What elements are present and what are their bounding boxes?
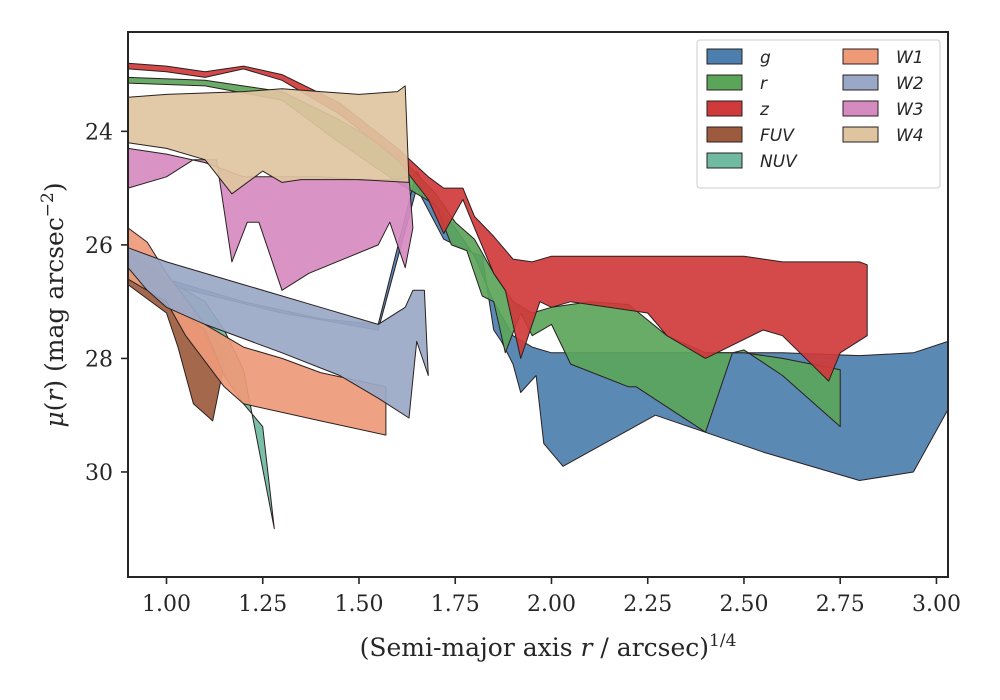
x-axis: 1.00 1.25 1.50 1.75 2.00 2.25 2.50 2.75 3.00 [142,577,961,617]
legend-swatch-z [706,100,743,117]
x-tick-label: 1.50 [334,592,383,617]
y-tick-label: 26 [85,234,113,259]
series-layer [127,62,949,530]
legend-label-z: z [759,100,770,120]
x-tick-label: 2.50 [719,592,768,617]
legend-swatch-fuv [706,126,743,143]
legend-label-w2: W2 [896,74,924,94]
legend-swatch-w3 [842,100,879,117]
series-band-z [127,62,868,382]
legend-swatch-w4 [842,126,879,143]
series-band-w2 [127,247,429,419]
x-tick-label: 1.75 [431,592,480,617]
legend-label-g: g [760,48,771,68]
plot-frame [127,31,949,578]
y-tick-label: 24 [85,120,113,145]
series-band-r [127,76,841,433]
x-tick-label: 2.00 [527,592,576,617]
y-tick-label: 28 [85,347,113,372]
x-tick-label: 2.25 [623,592,672,617]
legend: grz FUV NUV W1 W2 W3 W4 [696,39,941,189]
series-band-w4 [127,85,410,195]
legend-label-w1: W1 [896,48,924,68]
y-axis-title: μ(r) (mag arcsec−2) [38,182,69,427]
legend-label-w4: W4 [896,126,924,146]
legend-swatch-w2 [842,74,879,91]
x-tick-label: 2.75 [816,592,865,617]
legend-label-w3: W3 [896,100,924,120]
legend-label-r: r [760,74,768,94]
legend-swatch-nuv [706,152,743,169]
legend-swatch-w1 [842,48,879,65]
legend-swatch-r [706,74,743,91]
legend-swatch-g [706,48,743,65]
y-axis: 24 26 28 30 [85,120,128,486]
x-tick-label: 3.00 [912,592,961,617]
x-tick-label: 1.25 [238,592,287,617]
legend-label-nuv: NUV [760,152,798,172]
x-tick-label: 1.00 [142,592,191,617]
legend-frame [696,39,941,189]
y-tick-label: 30 [85,461,113,486]
x-axis-title: (Semi-major axis r / arcsec)1/4 [360,631,737,662]
legend-label-fuv: FUV [760,126,795,146]
